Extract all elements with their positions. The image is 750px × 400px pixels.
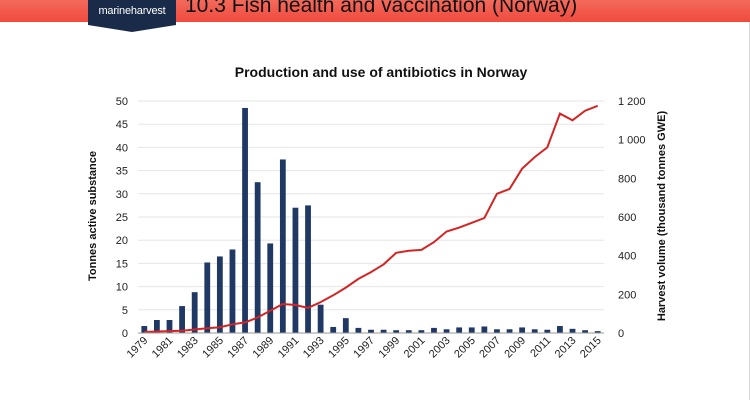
y-tick-label: 15 bbox=[116, 258, 128, 270]
bar-2011 bbox=[544, 329, 551, 333]
bar-2007 bbox=[494, 329, 500, 333]
y2-tick-label: 600 bbox=[618, 212, 636, 224]
x-tick-label: 2011 bbox=[528, 335, 553, 360]
x-tick-label: 1985 bbox=[200, 335, 226, 361]
left-axis-ticks: 0 5 10 15 20 25 30 35 40 45 50 bbox=[116, 96, 128, 340]
x-tick-label: 2007 bbox=[477, 335, 503, 361]
x-tick-label: 1981 bbox=[150, 335, 176, 361]
x-tick-label: 2003 bbox=[427, 335, 453, 361]
bar-1997 bbox=[368, 329, 374, 333]
x-axis-ticks: 1979 1981 1983 1985 1987 1989 1991 1993 1995 1997… bbox=[125, 335, 604, 361]
y2-tick-label: 400 bbox=[618, 251, 636, 263]
x-tick-label: 1987 bbox=[225, 335, 251, 361]
bar-1982 bbox=[179, 306, 185, 333]
bar-2005 bbox=[468, 327, 475, 333]
bar-2006 bbox=[481, 326, 488, 333]
y2-tick-label: 1 000 bbox=[618, 135, 646, 147]
bar-1992 bbox=[305, 205, 311, 333]
x-tick-label: 2015 bbox=[578, 335, 604, 361]
y-tick-label: 35 bbox=[116, 166, 128, 178]
bar-1995 bbox=[342, 318, 349, 333]
x-tick-label: 1999 bbox=[377, 335, 403, 361]
bar-2013 bbox=[569, 328, 576, 333]
bar-2009 bbox=[519, 327, 526, 333]
y2-tick-label: 1 200 bbox=[618, 96, 646, 108]
bar-1986 bbox=[229, 249, 236, 333]
y-tick-label: 50 bbox=[116, 96, 128, 108]
bar-2014 bbox=[582, 330, 589, 333]
y2-tick-label: 200 bbox=[618, 289, 636, 301]
x-tick-label: 2013 bbox=[553, 335, 579, 361]
bar-1988 bbox=[254, 182, 261, 333]
right-axis-ticks: 0 200 400 600 800 1 000 1 200 bbox=[618, 96, 646, 340]
y-tick-label: 5 bbox=[122, 305, 128, 317]
x-tick-label: 1993 bbox=[301, 335, 327, 361]
bar-1987 bbox=[242, 107, 248, 334]
y2-axis-label: Harvest volume (thousand tonnes GWE) bbox=[656, 111, 668, 322]
x-tick-label: 1991 bbox=[276, 335, 302, 361]
x-tick-label: 1995 bbox=[326, 335, 352, 361]
x-tick-label: 2005 bbox=[452, 335, 478, 361]
bar-2002 bbox=[431, 327, 437, 333]
x-tick-label: 2009 bbox=[502, 335, 528, 361]
y-tick-label: 0 bbox=[122, 328, 128, 340]
x-tick-label: 1979 bbox=[125, 335, 151, 361]
gridlines bbox=[138, 100, 604, 311]
bar-series bbox=[141, 107, 601, 334]
bar-2004 bbox=[456, 327, 463, 333]
y2-tick-label: 800 bbox=[618, 173, 636, 185]
bar-1994 bbox=[330, 326, 337, 333]
y-tick-label: 40 bbox=[116, 142, 128, 154]
bar-1989 bbox=[267, 243, 274, 333]
x-tick-label: 2001 bbox=[402, 335, 428, 361]
bar-1980 bbox=[153, 320, 160, 333]
bar-1984 bbox=[204, 262, 211, 333]
bar-1991 bbox=[292, 207, 299, 333]
x-tick-label: 1983 bbox=[175, 335, 201, 361]
chart-title: Production and use of antibiotics in Nor… bbox=[235, 64, 528, 80]
bar-1999 bbox=[393, 330, 400, 333]
slide-title: 10.3 Fish health and vaccination (Norway… bbox=[185, 0, 578, 17]
logo-text: marineharvest bbox=[98, 5, 166, 17]
bar-2015 bbox=[594, 331, 601, 333]
bar-2010 bbox=[531, 329, 538, 333]
bar-2012 bbox=[557, 326, 563, 333]
y-tick-label: 10 bbox=[116, 282, 128, 294]
y-tick-label: 25 bbox=[116, 212, 128, 224]
bar-2003 bbox=[443, 329, 450, 333]
bar-1979 bbox=[141, 326, 148, 333]
bar-1985 bbox=[216, 256, 223, 333]
bar-2000 bbox=[405, 330, 412, 333]
bar-2001 bbox=[418, 330, 425, 333]
bar-1983 bbox=[191, 292, 198, 333]
bar-1996 bbox=[355, 327, 362, 333]
x-tick-label: 1997 bbox=[351, 335, 377, 361]
y-axis-label: Tonnes active substance bbox=[87, 151, 99, 281]
bar-1993 bbox=[317, 304, 324, 333]
bar-2008 bbox=[506, 329, 513, 333]
bar-1981 bbox=[166, 320, 173, 333]
y-tick-label: 20 bbox=[116, 235, 128, 247]
y-tick-label: 45 bbox=[116, 119, 128, 131]
bar-1990 bbox=[279, 159, 286, 333]
x-tick-label: 1989 bbox=[251, 335, 277, 361]
y2-tick-label: 0 bbox=[618, 328, 624, 340]
marineharvest-logo: marineharvest bbox=[88, 0, 176, 32]
header-bar bbox=[0, 0, 750, 22]
y-tick-label: 30 bbox=[116, 189, 128, 201]
harvest-volume-line bbox=[144, 104, 599, 333]
bar-1998 bbox=[380, 329, 387, 333]
